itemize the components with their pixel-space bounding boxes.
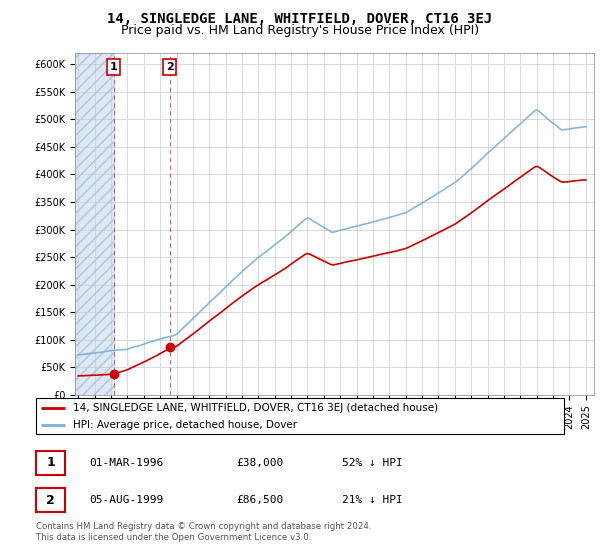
FancyBboxPatch shape xyxy=(36,398,564,434)
Text: £86,500: £86,500 xyxy=(236,495,284,505)
Text: 01-MAR-1996: 01-MAR-1996 xyxy=(89,458,163,468)
Text: 52% ↓ HPI: 52% ↓ HPI xyxy=(342,458,403,468)
Text: 1: 1 xyxy=(46,456,55,469)
Bar xyxy=(75,53,114,395)
Text: This data is licensed under the Open Government Licence v3.0.: This data is licensed under the Open Gov… xyxy=(36,533,311,542)
FancyBboxPatch shape xyxy=(36,488,65,512)
Text: Price paid vs. HM Land Registry's House Price Index (HPI): Price paid vs. HM Land Registry's House … xyxy=(121,24,479,36)
Text: Contains HM Land Registry data © Crown copyright and database right 2024.: Contains HM Land Registry data © Crown c… xyxy=(36,522,371,531)
Text: 2: 2 xyxy=(46,493,55,507)
Text: 1: 1 xyxy=(110,62,118,72)
Text: 21% ↓ HPI: 21% ↓ HPI xyxy=(342,495,403,505)
Text: 05-AUG-1999: 05-AUG-1999 xyxy=(89,495,163,505)
Text: 14, SINGLEDGE LANE, WHITFIELD, DOVER, CT16 3EJ (detached house): 14, SINGLEDGE LANE, WHITFIELD, DOVER, CT… xyxy=(73,403,438,413)
FancyBboxPatch shape xyxy=(36,451,65,475)
Bar xyxy=(75,53,114,395)
Text: 2: 2 xyxy=(166,62,173,72)
Text: 14, SINGLEDGE LANE, WHITFIELD, DOVER, CT16 3EJ: 14, SINGLEDGE LANE, WHITFIELD, DOVER, CT… xyxy=(107,12,493,26)
Text: £38,000: £38,000 xyxy=(236,458,284,468)
Text: HPI: Average price, detached house, Dover: HPI: Average price, detached house, Dove… xyxy=(73,420,297,430)
